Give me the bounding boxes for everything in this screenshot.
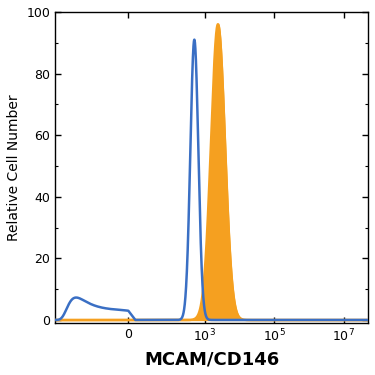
Y-axis label: Relative Cell Number: Relative Cell Number xyxy=(7,94,21,241)
X-axis label: MCAM/CD146: MCAM/CD146 xyxy=(144,350,279,368)
